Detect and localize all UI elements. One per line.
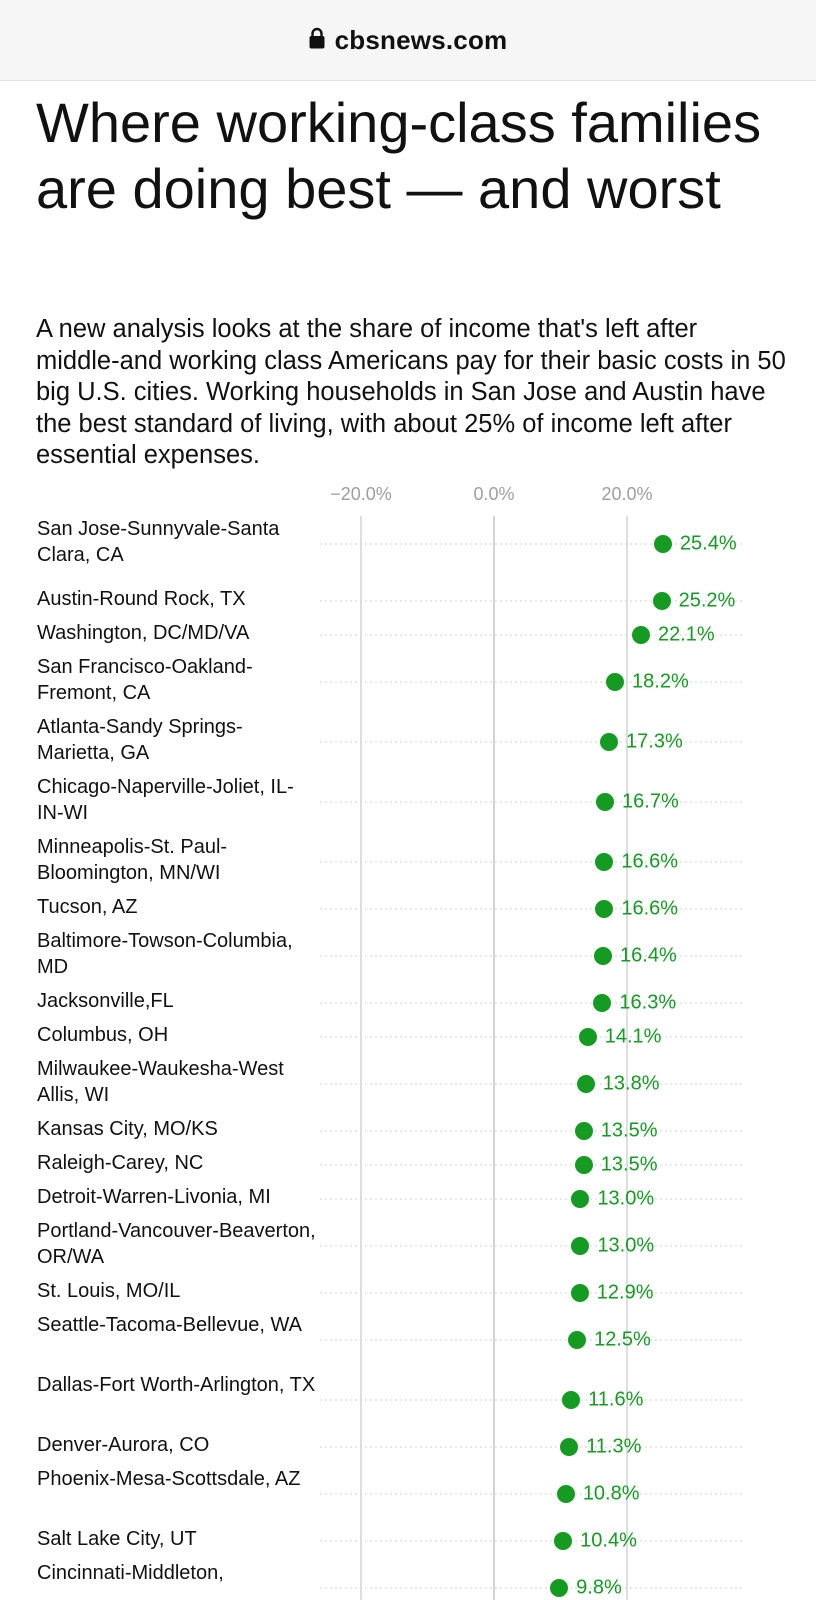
data-point[interactable] xyxy=(578,1028,597,1046)
data-point[interactable] xyxy=(576,1075,595,1093)
value-label: 13.5% xyxy=(600,1153,658,1176)
value-label: 13.0% xyxy=(597,1187,655,1210)
category-label: Tucson, AZ xyxy=(37,896,138,918)
category-label: Chicago-Naperville-Joliet, IL-IN-WI xyxy=(37,776,294,824)
value-label: 16.6% xyxy=(621,850,679,873)
category-label: Raleigh-Carey, NC xyxy=(37,1152,204,1174)
article-description: A new analysis looks at the share of inc… xyxy=(36,315,786,469)
category-label: St. Louis, MO/IL xyxy=(37,1280,181,1302)
dot-chart: −20.0% 0.0% 20.0% San Jose-Sunnyvale-Santa … xyxy=(0,470,816,1600)
data-point[interactable] xyxy=(596,793,615,811)
data-point[interactable] xyxy=(594,947,613,965)
category-label: Atlanta-Sandy Springs-Marietta, GA xyxy=(37,716,243,764)
category-label: Baltimore-Towson-Columbia, MD xyxy=(37,930,293,978)
browser-url-bar[interactable]: cbsnews.com xyxy=(0,0,816,81)
value-label: 9.8% xyxy=(576,1576,622,1599)
data-point[interactable] xyxy=(652,592,671,610)
category-label: Detroit-Warren-Livonia, MI xyxy=(37,1186,271,1208)
data-point[interactable] xyxy=(562,1391,581,1409)
value-label: 16.6% xyxy=(621,897,679,920)
value-label: 25.2% xyxy=(678,589,736,612)
data-point[interactable] xyxy=(574,1156,593,1174)
value-label: 25.4% xyxy=(679,532,737,555)
value-label: 11.6% xyxy=(588,1388,644,1411)
category-label: Dallas-Fort Worth-Arlington, TX xyxy=(37,1374,316,1396)
category-label: Milwaukee-Waukesha-West Allis, WI xyxy=(37,1058,284,1106)
data-point[interactable] xyxy=(595,853,614,871)
data-point[interactable] xyxy=(571,1237,590,1255)
value-label: 13.0% xyxy=(597,1234,655,1257)
value-label: 16.3% xyxy=(619,991,677,1014)
chart-grid xyxy=(320,516,745,1600)
data-point[interactable] xyxy=(570,1284,589,1302)
value-label: 10.8% xyxy=(582,1482,640,1505)
value-label: 10.4% xyxy=(580,1529,637,1552)
data-point[interactable] xyxy=(631,626,650,644)
data-point[interactable] xyxy=(554,1532,573,1550)
data-point[interactable] xyxy=(574,1122,593,1140)
x-tick-label: −20.0% xyxy=(330,484,392,504)
lock-icon xyxy=(309,27,325,54)
category-label: Seattle-Tacoma-Bellevue, WA xyxy=(37,1314,302,1336)
value-label: 16.4% xyxy=(620,944,677,967)
value-label: 17.3% xyxy=(626,730,683,753)
url-host: cbsnews.com xyxy=(334,24,508,55)
category-label: Minneapolis-St. Paul-Bloomington, MN/WI xyxy=(37,836,228,884)
category-label: Washington, DC/MD/VA xyxy=(37,622,250,644)
value-label: 14.1% xyxy=(604,1025,662,1048)
data-point[interactable] xyxy=(560,1438,579,1456)
data-point[interactable] xyxy=(595,900,614,918)
category-label: San Francisco-Oakland-Fremont, CA xyxy=(37,656,253,704)
category-label: Cincinnati-Middleton, xyxy=(37,1562,224,1584)
value-label: 13.8% xyxy=(602,1072,660,1095)
data-point[interactable] xyxy=(593,994,612,1012)
value-label: 16.7% xyxy=(622,790,679,813)
category-label: Denver-Aurora, CO xyxy=(37,1434,210,1456)
data-point[interactable] xyxy=(606,673,625,691)
x-tick-label: 0.0% xyxy=(473,484,515,504)
value-label: 22.1% xyxy=(657,623,715,646)
category-label: Austin-Round Rock, TX xyxy=(37,588,246,610)
data-point[interactable] xyxy=(556,1485,575,1503)
category-label: Jacksonville,FL xyxy=(37,990,174,1012)
value-label: 11.3% xyxy=(586,1435,642,1458)
data-point[interactable] xyxy=(653,535,672,553)
category-label: Salt Lake City, UT xyxy=(37,1528,197,1550)
data-point[interactable] xyxy=(600,733,619,751)
value-label: 12.5% xyxy=(594,1328,651,1351)
category-label: Kansas City, MO/KS xyxy=(37,1118,218,1140)
category-label: Phoenix-Mesa-Scottsdale, AZ xyxy=(37,1468,301,1490)
category-label: Columbus, OH xyxy=(37,1024,169,1046)
x-tick-label: 20.0% xyxy=(601,484,653,504)
data-point[interactable] xyxy=(550,1579,569,1597)
category-label: Portland-Vancouver-Beaverton, OR/WA xyxy=(37,1220,316,1268)
page-title: Where working-class families are doing b… xyxy=(36,91,762,220)
value-label: 18.2% xyxy=(632,670,689,693)
data-point[interactable] xyxy=(568,1331,587,1349)
value-label: 12.9% xyxy=(596,1281,654,1304)
data-point[interactable] xyxy=(571,1190,590,1208)
value-label: 13.5% xyxy=(600,1119,658,1142)
category-label: San Jose-Sunnyvale-Santa Clara, CA xyxy=(37,518,280,566)
